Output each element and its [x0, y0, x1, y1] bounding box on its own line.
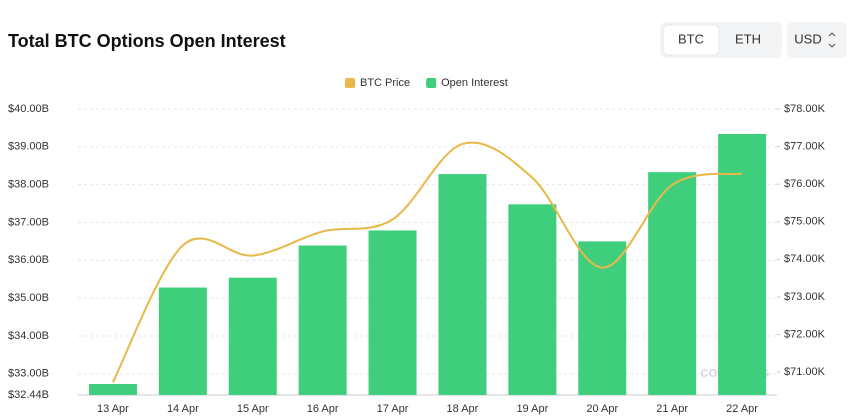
chart-title: Total BTC Options Open Interest — [8, 31, 286, 51]
y-tick-label: $40.00B — [8, 103, 49, 115]
coin-btc-label[interactable]: BTC — [678, 31, 704, 46]
y-tick-label: $32.44B — [8, 389, 49, 401]
bar — [88, 384, 137, 395]
bar — [718, 133, 767, 395]
legend-swatch — [426, 78, 437, 88]
legend-swatch — [345, 78, 355, 88]
x-tick-label: 15 Apr — [237, 403, 269, 415]
y2-tick-label: $75.00K — [784, 216, 826, 228]
legend-label: BTC Price — [360, 77, 410, 89]
currency-select[interactable] — [787, 22, 847, 58]
x-tick-label: 17 Apr — [377, 403, 409, 415]
y2-tick-label: $76.00K — [784, 178, 826, 190]
y-tick-label: $39.00B — [8, 141, 49, 153]
x-tick-label: 19 Apr — [516, 403, 548, 415]
legend-label: Open Interest — [441, 77, 508, 89]
y-tick-label: $38.00B — [8, 179, 49, 191]
x-tick-label: 16 Apr — [307, 403, 339, 415]
x-tick-label: 22 Apr — [726, 403, 758, 415]
y-tick-label: $33.00B — [8, 368, 49, 380]
bar — [438, 174, 487, 395]
bar — [158, 287, 207, 395]
y2-tick-label: $71.00K — [784, 366, 826, 378]
x-tick-label: 18 Apr — [447, 403, 479, 415]
y-tick-label: $34.00B — [8, 330, 49, 342]
y2-tick-label: $78.00K — [784, 103, 826, 115]
x-tick-label: 14 Apr — [167, 403, 199, 415]
y-tick-label: $35.00B — [8, 292, 49, 304]
y2-tick-label: $72.00K — [784, 328, 826, 340]
bar — [508, 204, 557, 395]
bar — [298, 245, 347, 395]
bar — [578, 241, 627, 395]
y2-tick-label: $73.00K — [784, 291, 826, 303]
currency-label[interactable]: USD — [794, 31, 821, 46]
price-line — [112, 141, 743, 383]
bar — [228, 277, 277, 395]
bar — [368, 230, 417, 395]
x-tick-label: 13 Apr — [97, 403, 129, 415]
y2-tick-label: $74.00K — [784, 253, 826, 265]
y-tick-label: $36.00B — [8, 254, 49, 266]
coin-btc-button[interactable] — [662, 24, 720, 56]
x-tick-label: 21 Apr — [656, 403, 688, 415]
y2-tick-label: $77.00K — [784, 140, 826, 152]
x-tick-label: 20 Apr — [586, 403, 618, 415]
coin-eth-label[interactable]: ETH — [735, 31, 761, 46]
y-tick-label: $37.00B — [8, 216, 49, 228]
select-arrows — [828, 32, 836, 48]
bar — [648, 172, 697, 395]
